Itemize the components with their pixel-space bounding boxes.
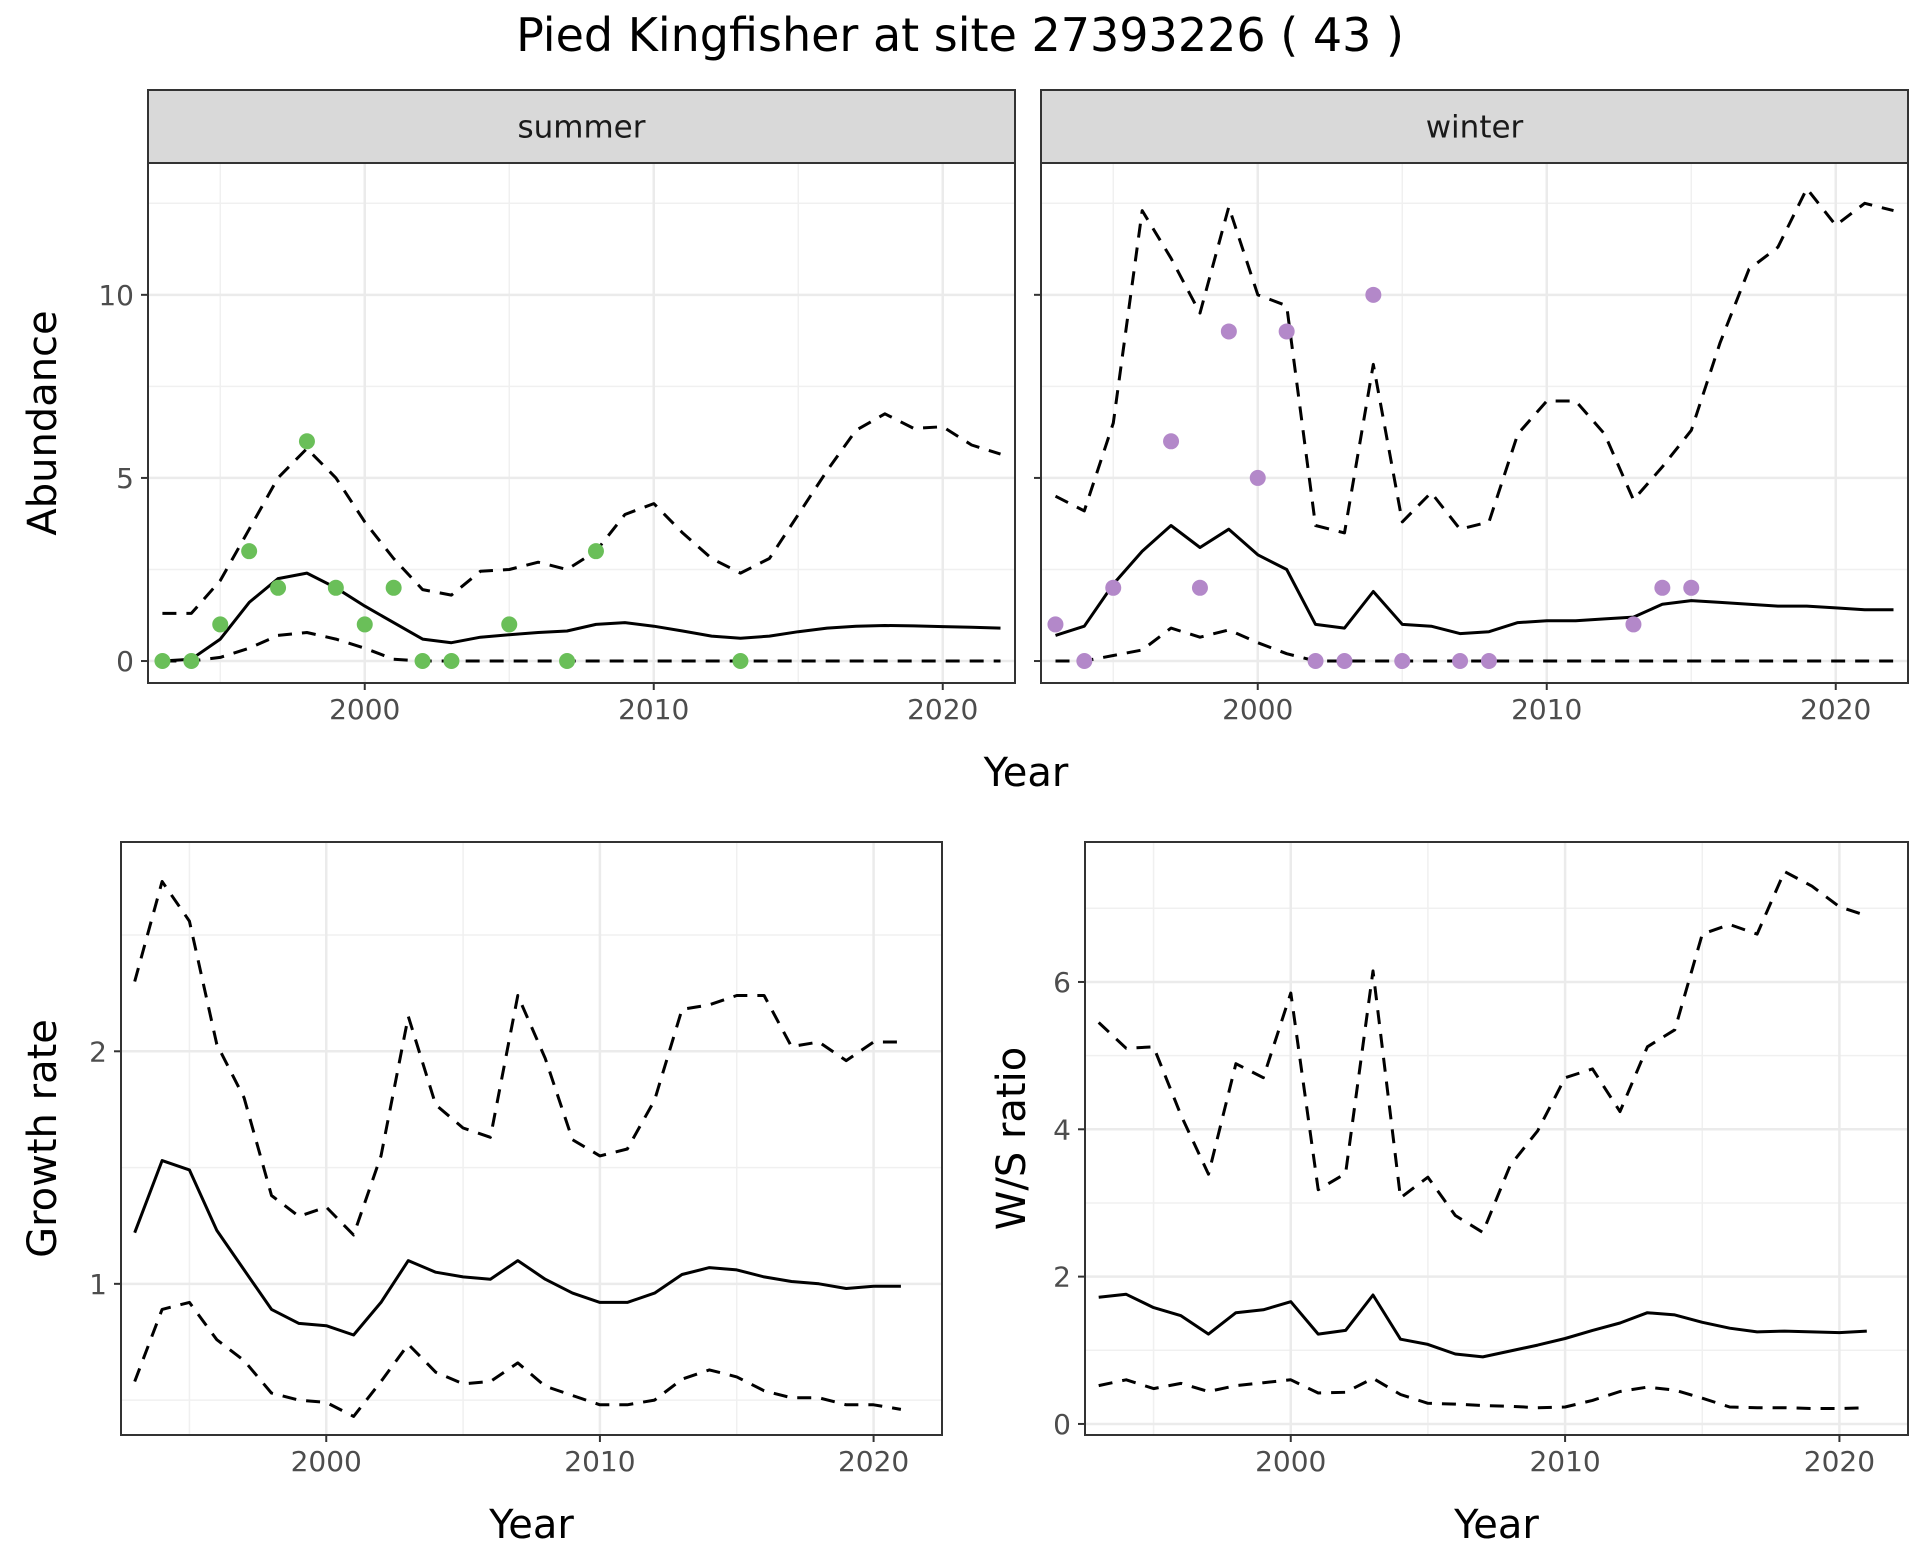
observed-point-winter [1452,653,1469,670]
y-tick-label: 2 [89,1035,107,1068]
dashed-bound-line-growth-2 [133,1300,902,1418]
y-axis-title-ratio: W/S ratio [989,1047,1035,1230]
observed-point-winter [1336,653,1353,670]
x-axis-title-growth: Year [488,1502,574,1548]
x-tick-label: 2000 [291,1445,362,1478]
observed-point-summer [212,616,229,633]
x-tick-label: 2000 [1255,1445,1326,1478]
observed-point-summer [356,616,373,633]
x-axis-title-ratio: Year [1453,1502,1539,1548]
observed-point-summer [414,653,431,670]
observed-point-winter [1654,579,1671,596]
x-tick-label: 2020 [1804,1445,1875,1478]
observed-point-summer [298,433,315,450]
observed-point-winter [1076,653,1093,670]
facet-label-summer: summer [517,110,645,146]
dashed-bound-line-winter-2 [1055,626,1894,663]
y-axis-title-growth: Growth rate [20,1019,66,1258]
dashed-bound-line-winter-1 [1054,187,1894,535]
observed-point-winter [1220,323,1237,340]
x-tick-label: 2010 [564,1445,635,1478]
observed-point-winter [1307,653,1324,670]
panel-border-ratio [1084,841,1909,1436]
observed-point-summer [587,543,604,560]
mean-line-growth-0 [133,1159,901,1337]
observed-point-winter [1278,323,1295,340]
y-tick-label: 4 [1053,1113,1071,1146]
dashed-bound-line-summer-1 [162,412,1001,615]
mean-line-winter-0 [1055,524,1894,637]
panel-summer: summer 2000 2010 2020 0 5 10 Abundance [20,89,1016,726]
y-tick-label: 0 [116,645,134,678]
observed-point-winter [1625,616,1642,633]
x-tick-label: 2000 [329,693,400,726]
facet-strip-summer [147,89,1016,164]
shared-x-axis-title: Year [983,750,1069,796]
observed-point-winter [1249,469,1266,486]
observed-point-summer [443,653,460,670]
dashed-bound-line-ratio-1 [1097,870,1868,1234]
x-tick-label: 2010 [1529,1445,1600,1478]
x-tick-label: 2010 [1511,693,1582,726]
panel-border-summer [147,162,1016,684]
panel-growth: 2000 2010 2020 1 2 Growth rate Year [20,841,943,1548]
observed-point-summer [327,579,344,596]
x-tick-label: 2020 [838,1445,909,1478]
chart-title: Pied Kingfisher at site 27393226 ( 43 ) [516,8,1404,62]
y-tick-label: 5 [116,462,134,495]
observed-point-summer [501,616,518,633]
y-tick-label: 0 [1053,1408,1071,1441]
y-axis-title-summer: Abundance [20,310,66,535]
observed-point-winter [1105,579,1122,596]
y-tick-label: 6 [1053,966,1071,999]
dashed-bound-line-growth-1 [133,880,901,1237]
panel-winter: winter 2000 2010 2020 [1034,89,1909,726]
observed-point-summer [270,579,287,596]
dashed-bound-line-summer-2 [162,631,1001,663]
observed-point-summer [559,653,576,670]
facet-label-winter: winter [1426,110,1524,146]
facet-strip-winter [1040,89,1909,164]
observed-point-summer [154,653,171,670]
observed-point-summer [241,543,258,560]
mean-line-summer-0 [162,571,1001,663]
x-tick-label: 2010 [618,693,689,726]
x-tick-label: 2020 [907,693,978,726]
y-tick-label: 2 [1053,1261,1071,1294]
observed-point-winter [1683,579,1700,596]
observed-point-winter [1163,433,1180,450]
y-tick-label: 1 [89,1268,107,1301]
mean-line-ratio-0 [1098,1292,1867,1359]
observed-point-winter [1047,616,1064,633]
dashed-bound-line-ratio-2 [1098,1376,1867,1410]
observed-point-summer [732,653,749,670]
observed-point-summer [183,653,200,670]
panel-ratio: 2000 2010 2020 0 2 4 6 W/S ratio Year [989,841,1909,1548]
x-tick-label: 2000 [1222,693,1293,726]
observed-point-winter [1191,579,1208,596]
y-tick-label: 10 [98,279,134,312]
observed-point-winter [1394,653,1411,670]
panel-border-growth [120,841,943,1436]
observed-point-winter [1480,653,1497,670]
x-tick-label: 2020 [1800,693,1871,726]
observed-point-summer [385,579,402,596]
panel-border-winter [1040,162,1909,684]
observed-point-winter [1365,286,1382,303]
